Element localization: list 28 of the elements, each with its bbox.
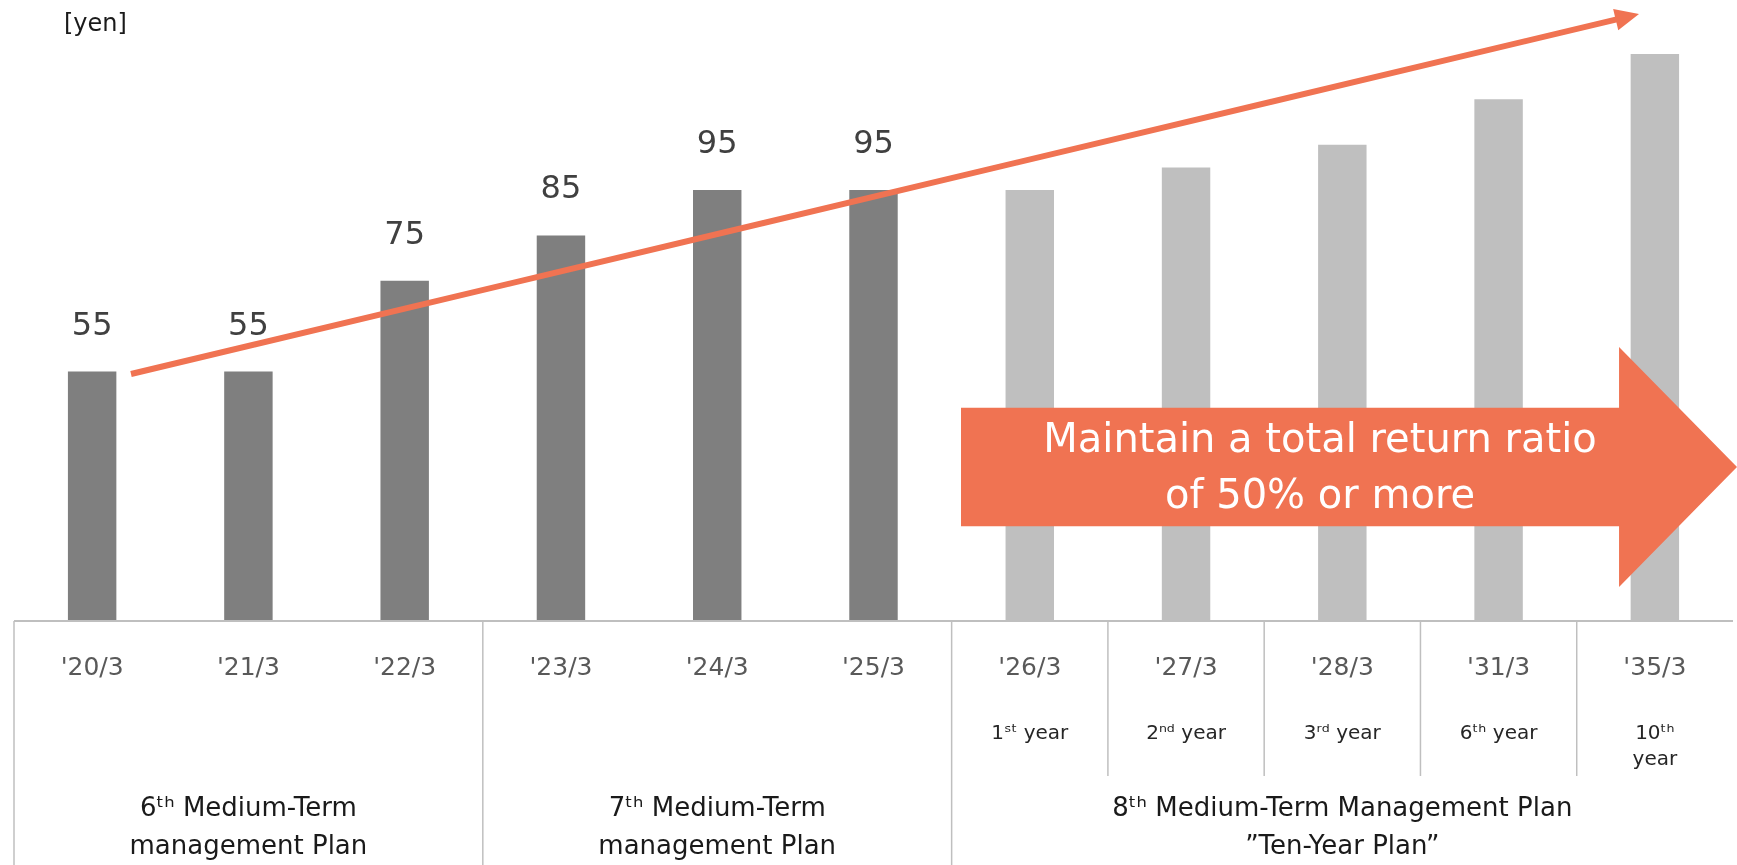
y-axis-title: [yen]: [64, 9, 127, 37]
bar: [536, 235, 586, 621]
data-label: 55: [71, 304, 113, 343]
bar: [693, 190, 742, 621]
data-label: 85: [540, 168, 582, 207]
data-label: 55: [228, 304, 269, 343]
bar: [224, 371, 273, 621]
category-label: '27/3 2ⁿᵈ year: [1146, 652, 1226, 744]
x-tick-label: '21/3: [216, 652, 280, 681]
text: 7ᵗʰ Medium-Term management Plan: [598, 792, 837, 860]
bar: [849, 190, 898, 621]
bar: [380, 280, 429, 621]
x-tick-label: '23/3: [529, 652, 593, 681]
category-label: '31/3 6ᵗʰ year: [1459, 652, 1538, 744]
data-label: 95: [853, 123, 894, 162]
text: 6ᵗʰ Medium-Term management Plan: [129, 792, 368, 860]
annotation: Maintain a total return ratio of 50% or more: [1043, 415, 1597, 517]
category-label: '35/3 10ᵗʰ year: [1623, 652, 1687, 770]
bar: [67, 371, 117, 621]
text: 8ᵗʰ Medium-Term Management Plan ”Ten-Year Plan”: [1112, 792, 1573, 860]
x-tick-label: '25/3: [841, 652, 906, 681]
category-label: '26/3 1ˢᵗ year: [991, 652, 1069, 744]
data-label: 75: [384, 213, 426, 252]
data-label: 95: [696, 123, 738, 162]
x-tick-label: '20/3: [60, 652, 124, 681]
category-label: '28/3 3ʳᵈ year: [1303, 652, 1381, 744]
x-tick-label: '22/3: [373, 652, 437, 681]
x-tick-label: '24/3: [685, 652, 749, 681]
